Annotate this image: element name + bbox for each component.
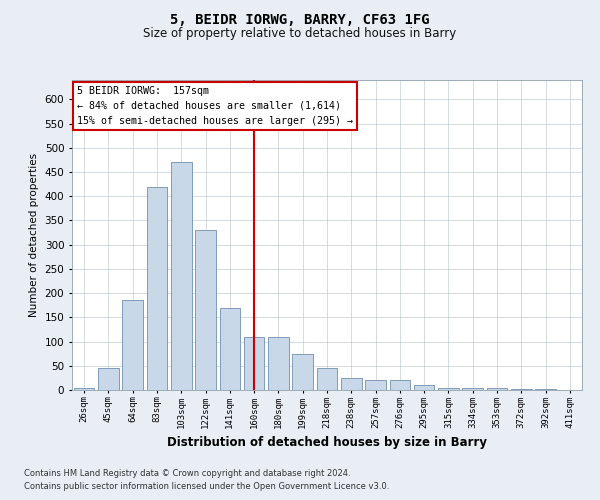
Bar bbox=[341, 378, 362, 390]
Bar bbox=[389, 380, 410, 390]
Bar bbox=[98, 368, 119, 390]
Bar bbox=[365, 380, 386, 390]
Bar bbox=[438, 388, 459, 390]
Bar bbox=[268, 336, 289, 390]
Bar bbox=[511, 388, 532, 390]
Bar bbox=[122, 300, 143, 390]
X-axis label: Distribution of detached houses by size in Barry: Distribution of detached houses by size … bbox=[167, 436, 487, 449]
Bar bbox=[146, 186, 167, 390]
Text: Size of property relative to detached houses in Barry: Size of property relative to detached ho… bbox=[143, 28, 457, 40]
Bar bbox=[535, 388, 556, 390]
Text: Contains public sector information licensed under the Open Government Licence v3: Contains public sector information licen… bbox=[24, 482, 389, 491]
Text: Contains HM Land Registry data © Crown copyright and database right 2024.: Contains HM Land Registry data © Crown c… bbox=[24, 468, 350, 477]
Bar bbox=[244, 336, 265, 390]
Text: 5, BEIDR IORWG, BARRY, CF63 1FG: 5, BEIDR IORWG, BARRY, CF63 1FG bbox=[170, 12, 430, 26]
Text: 5 BEIDR IORWG:  157sqm
← 84% of detached houses are smaller (1,614)
15% of semi-: 5 BEIDR IORWG: 157sqm ← 84% of detached … bbox=[77, 86, 353, 126]
Bar bbox=[74, 388, 94, 390]
Bar bbox=[195, 230, 216, 390]
Bar bbox=[171, 162, 191, 390]
Bar bbox=[463, 388, 483, 390]
Bar bbox=[292, 354, 313, 390]
Bar bbox=[317, 368, 337, 390]
Y-axis label: Number of detached properties: Number of detached properties bbox=[29, 153, 39, 317]
Bar bbox=[220, 308, 240, 390]
Bar bbox=[487, 388, 508, 390]
Bar bbox=[414, 385, 434, 390]
